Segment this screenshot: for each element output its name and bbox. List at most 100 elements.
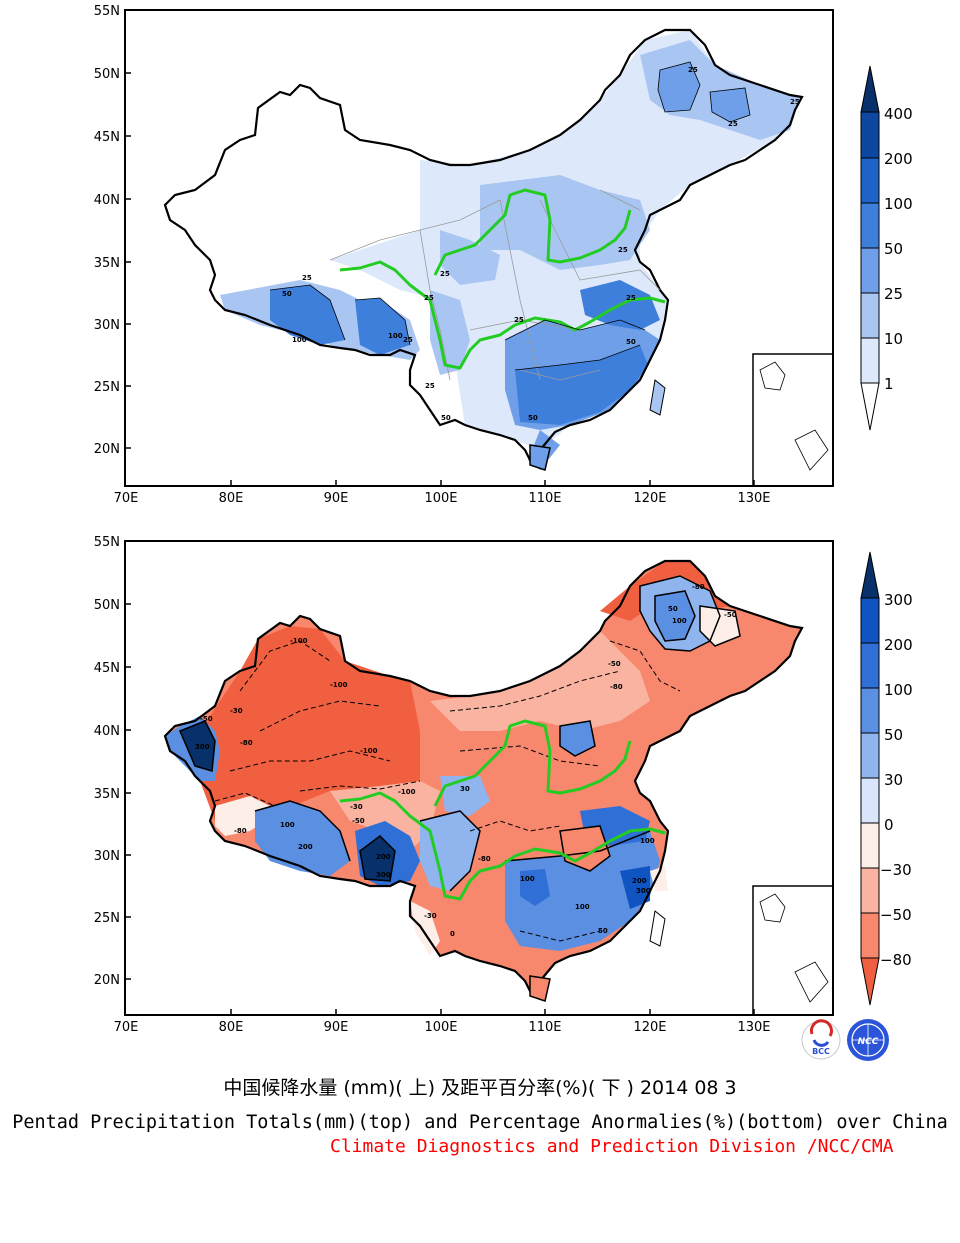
contour-label: 300 <box>636 887 651 895</box>
lon-label: 80E <box>219 491 244 506</box>
contour-label: -100 <box>330 681 348 689</box>
lat-label: 50N <box>94 67 120 82</box>
contour-label: 100 <box>672 617 687 625</box>
lon-label: 90E <box>324 491 349 506</box>
contour-label: -100 <box>360 747 378 755</box>
lon-label: 120E <box>633 491 666 506</box>
contour-label: -50 <box>724 611 737 619</box>
lon-label: 80E <box>219 1020 244 1035</box>
colorbar-label: 50 <box>884 240 903 258</box>
lat-label: 30N <box>94 318 120 333</box>
colorbar-label: 100 <box>884 195 913 213</box>
colorbar-label: 30 <box>884 771 903 789</box>
contour-label: 50 <box>668 605 678 613</box>
anomaly-colorbar: 300 200 100 50 30 0 −30 −50 −80 <box>860 551 913 1006</box>
contour-label: 200 <box>632 877 647 885</box>
contour-label: 25 <box>618 246 628 254</box>
colorbar-label: −80 <box>880 951 912 969</box>
lat-label: 50N <box>94 598 120 613</box>
svg-text:NCC: NCC <box>858 1037 879 1047</box>
lat-label: 55N <box>94 535 120 550</box>
contour-label: 25 <box>728 120 738 128</box>
contour-label: 100 <box>575 903 590 911</box>
contour-label: -50 <box>352 817 365 825</box>
contour-label: -80 <box>610 683 623 691</box>
contour-label: -50 <box>200 715 213 723</box>
caption-division: Climate Diagnostics and Prediction Divis… <box>330 1136 894 1157</box>
lon-label: 120E <box>633 1020 666 1035</box>
contour-label: -100 <box>290 637 308 645</box>
colorbar-label: 50 <box>884 726 903 744</box>
lon-label: 70E <box>114 1020 139 1035</box>
colorbar-label: 0 <box>884 816 894 834</box>
contour-label: 300 <box>195 743 210 751</box>
lat-label: 35N <box>94 787 120 802</box>
contour-label: 25 <box>424 294 434 302</box>
colorbar-label: 25 <box>884 285 903 303</box>
lat-label: 20N <box>94 442 120 457</box>
lat-label: 30N <box>94 849 120 864</box>
contour-label: 25 <box>302 274 312 282</box>
contour-label: 100 <box>520 875 535 883</box>
colorbar-label: 10 <box>884 330 903 348</box>
lon-label: 70E <box>114 491 139 506</box>
lon-label: 130E <box>737 491 770 506</box>
contour-label: 100 <box>640 837 655 845</box>
lat-label: 45N <box>94 661 120 676</box>
colorbar-label: 1 <box>884 375 894 393</box>
lon-label: 100E <box>424 1020 457 1035</box>
precipitation-totals-map: 25 50 100 100 25 25 25 25 25 50 50 25 50… <box>94 4 834 506</box>
colorbar-label: 400 <box>884 105 913 123</box>
contour-label: -80 <box>234 827 247 835</box>
contour-label: 50 <box>528 414 538 422</box>
colorbar-label: −30 <box>880 861 912 879</box>
contour-label: -80 <box>240 739 253 747</box>
contour-label: 25 <box>688 66 698 74</box>
ncc-logo: NCC <box>847 1019 889 1061</box>
contour-label: 300 <box>376 871 391 879</box>
contour-label: -30 <box>230 707 243 715</box>
contour-label: 25 <box>403 336 413 344</box>
caption-chinese: 中国候降水量 (mm)( 上) 及距平百分率(%)( 下 ) 2014 08 3 <box>223 1077 737 1099</box>
svg-text:BCC: BCC <box>812 1047 830 1056</box>
contour-label: 0 <box>450 930 455 938</box>
lon-label: 130E <box>737 1020 770 1035</box>
bcc-logo: BCC <box>801 1019 841 1060</box>
colorbar-label: 200 <box>884 636 913 654</box>
contour-label: 200 <box>298 843 313 851</box>
contour-label: -30 <box>424 912 437 920</box>
lat-label: 45N <box>94 130 120 145</box>
contour-label: -80 <box>478 855 491 863</box>
colorbar-label: −50 <box>880 906 912 924</box>
contour-label: 50 <box>282 290 292 298</box>
lon-label: 90E <box>324 1020 349 1035</box>
contour-label: 30 <box>460 785 470 793</box>
contour-label: 25 <box>440 270 450 278</box>
contour-label: -30 <box>350 803 363 811</box>
lon-label: 100E <box>424 491 457 506</box>
colorbar-label: 100 <box>884 681 913 699</box>
contour-label: 50 <box>598 927 608 935</box>
contour-label: -50 <box>608 660 621 668</box>
contour-label: 100 <box>280 821 295 829</box>
precipitation-anomaly-map: -80 50 100 -50 -100 -100 -100 -30 -80 -5… <box>94 535 834 1035</box>
lat-label: 40N <box>94 193 120 208</box>
lat-label: 20N <box>94 973 120 988</box>
contour-label: 200 <box>376 853 391 861</box>
colorbar-label: 300 <box>884 591 913 609</box>
lat-label: 55N <box>94 4 120 19</box>
lat-label: 25N <box>94 911 120 926</box>
contour-label: 50 <box>441 414 451 422</box>
lat-label: 40N <box>94 724 120 739</box>
contour-label: 100 <box>292 336 307 344</box>
contour-label: 25 <box>790 98 800 106</box>
contour-label: 100 <box>388 332 403 340</box>
contour-label: 25 <box>626 294 636 302</box>
contour-label: -100 <box>398 788 416 796</box>
contour-label: 50 <box>626 338 636 346</box>
caption-english: Pentad Precipitation Totals(mm)(top) and… <box>12 1112 948 1133</box>
contour-label: 25 <box>425 382 435 390</box>
lat-label: 35N <box>94 256 120 271</box>
contour-label: -80 <box>692 583 705 591</box>
